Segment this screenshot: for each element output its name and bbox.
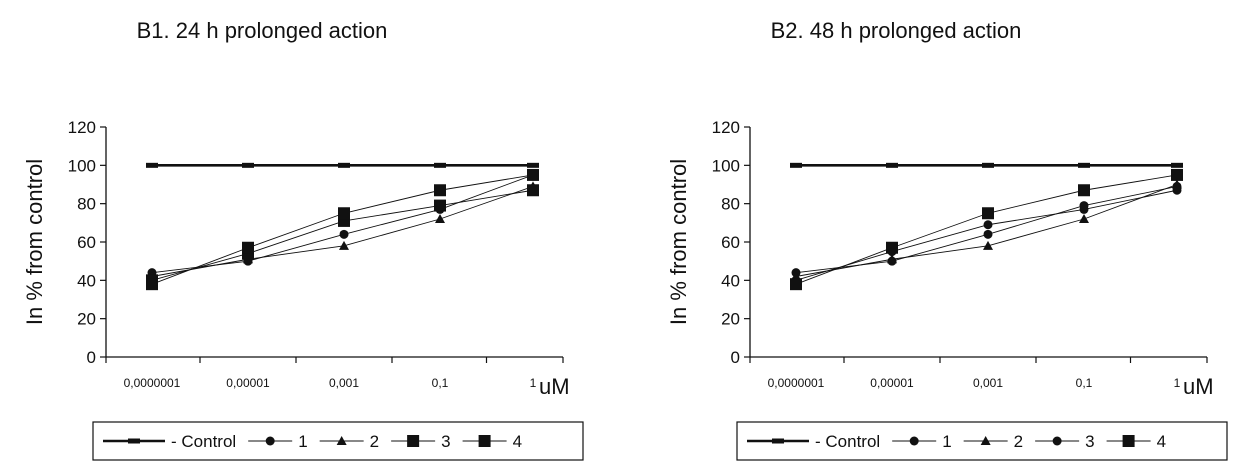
- x-tick-label: 0,0000001: [768, 376, 825, 390]
- legend-swatch-marker: [336, 436, 347, 445]
- y-tick-label: 20: [77, 310, 96, 329]
- legend: - Control 1 2 3 4: [92, 421, 584, 461]
- y-tick-label: 80: [77, 195, 96, 214]
- y-tick-label: 80: [721, 195, 740, 214]
- legend-swatch-marker: [478, 435, 491, 447]
- legend-label: 2: [1014, 432, 1023, 451]
- data-point: [434, 184, 446, 197]
- series-line: [795, 185, 1178, 274]
- data-point: [886, 162, 898, 168]
- legend-label: - Control: [171, 432, 236, 451]
- y-axis-label: In % from control: [22, 159, 47, 325]
- data-point: [983, 229, 993, 239]
- series-1: [790, 162, 1183, 168]
- data-point: [527, 184, 539, 197]
- data-point: [982, 162, 994, 168]
- x-axis-unit-label: uM: [539, 374, 570, 399]
- y-tick-label: 120: [68, 118, 96, 137]
- legend-label: 3: [1085, 432, 1094, 451]
- data-point: [790, 278, 802, 291]
- data-point: [983, 240, 993, 250]
- data-point: [339, 229, 349, 239]
- data-point: [146, 162, 158, 168]
- legend-swatch-marker: [1052, 436, 1062, 446]
- data-point: [1078, 162, 1090, 168]
- chart-title: B2. 48 h prolonged action: [771, 18, 1022, 43]
- y-tick-label: 0: [87, 348, 96, 367]
- x-tick-label: 0,001: [973, 376, 1003, 390]
- data-point: [886, 241, 898, 254]
- x-tick-label: 0,001: [329, 376, 359, 390]
- series-4: [791, 185, 1182, 285]
- x-axis-unit-label: uM: [1183, 374, 1214, 399]
- y-tick-label: 0: [731, 348, 740, 367]
- x-tick-label: 1: [530, 376, 537, 390]
- y-tick-label: 100: [712, 156, 740, 175]
- data-point: [242, 241, 254, 254]
- legend-label: - Control: [815, 432, 880, 451]
- data-point: [1171, 168, 1183, 181]
- series-line: [795, 174, 1178, 285]
- data-point: [1172, 179, 1182, 189]
- data-point: [983, 220, 993, 230]
- data-point: [435, 214, 445, 223]
- legend-label: 4: [513, 432, 522, 451]
- legend-swatch-marker: [265, 436, 275, 446]
- x-tick-label: 0,0000001: [124, 376, 181, 390]
- x-tick-label: 1: [1174, 376, 1181, 390]
- legend-label: 2: [370, 432, 379, 451]
- data-point: [338, 207, 350, 220]
- chart-title: B1. 24 h prolonged action: [137, 18, 388, 43]
- data-point: [1171, 162, 1183, 168]
- y-tick-label: 120: [712, 118, 740, 137]
- y-tick-label: 60: [77, 233, 96, 252]
- y-tick-label: 40: [721, 271, 740, 290]
- data-point: [982, 207, 994, 220]
- y-axis-label: In % from control: [666, 159, 691, 325]
- legend-label: 3: [441, 432, 450, 451]
- legend-label: 4: [1157, 432, 1166, 451]
- legend-label: 1: [942, 432, 951, 451]
- data-point: [1079, 214, 1089, 223]
- y-tick-label: 40: [77, 271, 96, 290]
- y-tick-label: 60: [721, 233, 740, 252]
- series-line: [151, 174, 534, 285]
- data-point: [887, 254, 897, 264]
- data-point: [434, 162, 446, 168]
- x-tick-label: 0,1: [432, 376, 449, 390]
- series-5: [790, 168, 1183, 291]
- data-point: [242, 162, 254, 168]
- series-2: [791, 181, 1182, 278]
- data-point: [1172, 185, 1182, 195]
- legend-swatch-marker: [407, 435, 420, 447]
- data-point: [339, 240, 349, 250]
- data-point: [527, 168, 539, 181]
- legend-swatch-marker: [909, 436, 919, 446]
- series-5: [146, 168, 539, 291]
- series-1: [146, 162, 539, 168]
- data-point: [790, 162, 802, 168]
- x-tick-label: 0,00001: [870, 376, 914, 390]
- legend-label: 1: [298, 432, 307, 451]
- data-point: [1078, 184, 1090, 197]
- legend: - Control 1 2 3 4: [736, 421, 1228, 461]
- x-tick-label: 0,00001: [226, 376, 270, 390]
- data-point: [146, 278, 158, 291]
- data-point: [434, 199, 446, 212]
- chart-panel-1: B1. 24 h prolonged action In % from contr…: [22, 18, 584, 461]
- data-point: [527, 162, 539, 168]
- data-point: [338, 162, 350, 168]
- series-3: [791, 179, 1182, 281]
- legend-swatch-marker: [1122, 435, 1135, 447]
- y-tick-label: 20: [721, 310, 740, 329]
- x-tick-label: 0,1: [1076, 376, 1093, 390]
- data-point: [1079, 204, 1089, 214]
- y-tick-label: 100: [68, 156, 96, 175]
- legend-swatch-marker: [128, 438, 140, 444]
- legend-swatch-marker: [772, 438, 784, 444]
- legend-swatch-marker: [980, 436, 991, 445]
- chart-panel-2: B2. 48 h prolonged action In % from contr…: [666, 18, 1228, 461]
